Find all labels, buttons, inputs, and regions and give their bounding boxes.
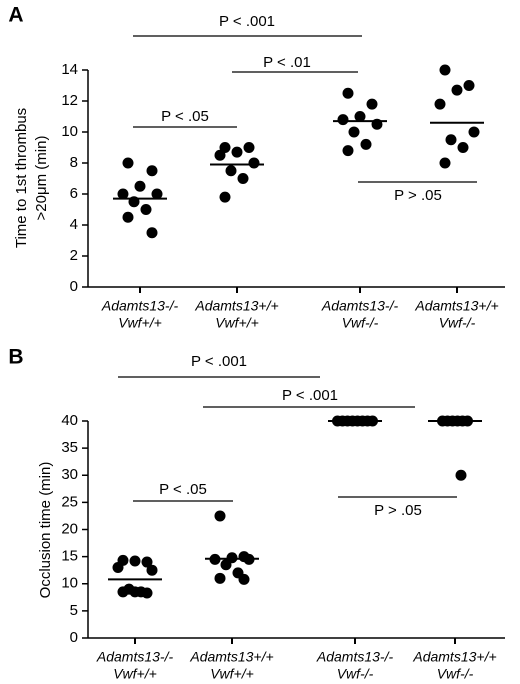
data-point: [248, 157, 260, 169]
y-tick-label: 0: [70, 629, 78, 646]
significance-label: P < .05: [159, 481, 207, 498]
data-point: [214, 572, 226, 584]
data-point: [366, 98, 378, 110]
panel-label: B: [8, 346, 23, 369]
data-point: [122, 211, 134, 223]
x-tick-label: Adamts13-/-: [96, 649, 174, 665]
y-tick-label: 8: [70, 154, 78, 171]
y-tick-label: 40: [61, 412, 78, 429]
data-point: [238, 573, 250, 585]
y-tick-label: 12: [61, 92, 78, 109]
data-point: [117, 188, 129, 200]
data-point: [342, 145, 354, 157]
x-tick-label: Adamts13-/-: [101, 298, 179, 314]
data-point: [360, 138, 372, 150]
y-axis-label: >20μm (min): [33, 136, 50, 221]
data-point: [214, 510, 226, 522]
panel-label: A: [8, 4, 23, 27]
y-axis-label: Time to 1st thrombus: [13, 108, 30, 248]
data-point: [439, 64, 451, 76]
x-tick-label: Adamts13+/+: [412, 649, 496, 665]
significance-label: P < .001: [282, 387, 338, 404]
data-point: [146, 227, 158, 239]
data-point: [134, 180, 146, 192]
y-tick-label: 35: [61, 439, 78, 456]
data-point: [463, 80, 475, 91]
y-tick-label: 30: [61, 466, 78, 483]
data-point: [146, 564, 158, 576]
data-point: [231, 146, 243, 158]
data-point: [214, 149, 226, 161]
data-point: [337, 114, 349, 126]
x-tick-label: Vwf+/+: [215, 315, 259, 331]
y-tick-label: 5: [70, 602, 78, 619]
data-point: [243, 142, 255, 153]
x-tick-label: Adamts13+/+: [194, 298, 278, 314]
x-tick-label: Adamts13+/+: [414, 298, 498, 314]
x-tick-label: Vwf+/+: [210, 666, 254, 682]
data-point: [455, 469, 467, 481]
data-point: [468, 126, 480, 138]
x-tick-label: Adamts13+/+: [189, 649, 273, 665]
data-point: [237, 173, 249, 184]
x-tick-label: Vwf+/+: [113, 666, 157, 682]
data-point: [348, 126, 360, 138]
data-point: [129, 555, 141, 567]
significance-label: P < .001: [219, 13, 275, 30]
x-tick-label: Vwf-/-: [342, 315, 379, 331]
data-point: [219, 191, 231, 203]
data-point: [445, 134, 457, 146]
y-tick-label: 20: [61, 520, 78, 537]
data-point: [220, 559, 232, 571]
x-tick-label: Vwf-/-: [439, 315, 476, 331]
significance-label: P < .05: [161, 108, 209, 125]
data-point: [225, 165, 237, 177]
data-point: [457, 142, 469, 153]
data-point: [434, 98, 446, 110]
data-point: [141, 556, 153, 568]
y-axis-label: Occlusion time (min): [37, 462, 54, 599]
data-point: [141, 587, 153, 599]
y-tick-label: 10: [61, 575, 78, 592]
significance-label: P < .01: [263, 54, 311, 71]
x-tick-label: Adamts13-/-: [321, 298, 399, 314]
data-point: [129, 586, 141, 598]
significance-label: P > .05: [374, 502, 422, 519]
significance-label: P < .001: [191, 353, 247, 370]
data-point: [439, 157, 451, 169]
y-tick-label: 14: [61, 61, 78, 78]
y-tick-label: 0: [70, 278, 78, 295]
y-tick-label: 10: [61, 123, 78, 140]
y-tick-label: 2: [70, 247, 78, 264]
data-point: [354, 111, 366, 122]
x-tick-label: Vwf+/+: [118, 315, 162, 331]
data-point: [140, 204, 152, 215]
data-point: [146, 165, 158, 177]
y-tick-label: 6: [70, 185, 78, 202]
x-tick-label: Adamts13-/-: [316, 649, 394, 665]
data-point: [117, 586, 129, 598]
significance-label: P > .05: [394, 187, 442, 204]
x-tick-label: Vwf-/-: [437, 666, 474, 682]
data-point: [451, 84, 463, 96]
data-point: [112, 561, 124, 573]
x-tick-label: Vwf-/-: [337, 666, 374, 682]
y-tick-label: 15: [61, 548, 78, 565]
data-point: [122, 157, 134, 169]
y-tick-label: 25: [61, 493, 78, 510]
data-point: [151, 188, 163, 200]
data-point: [342, 87, 354, 99]
y-tick-label: 4: [70, 216, 78, 233]
